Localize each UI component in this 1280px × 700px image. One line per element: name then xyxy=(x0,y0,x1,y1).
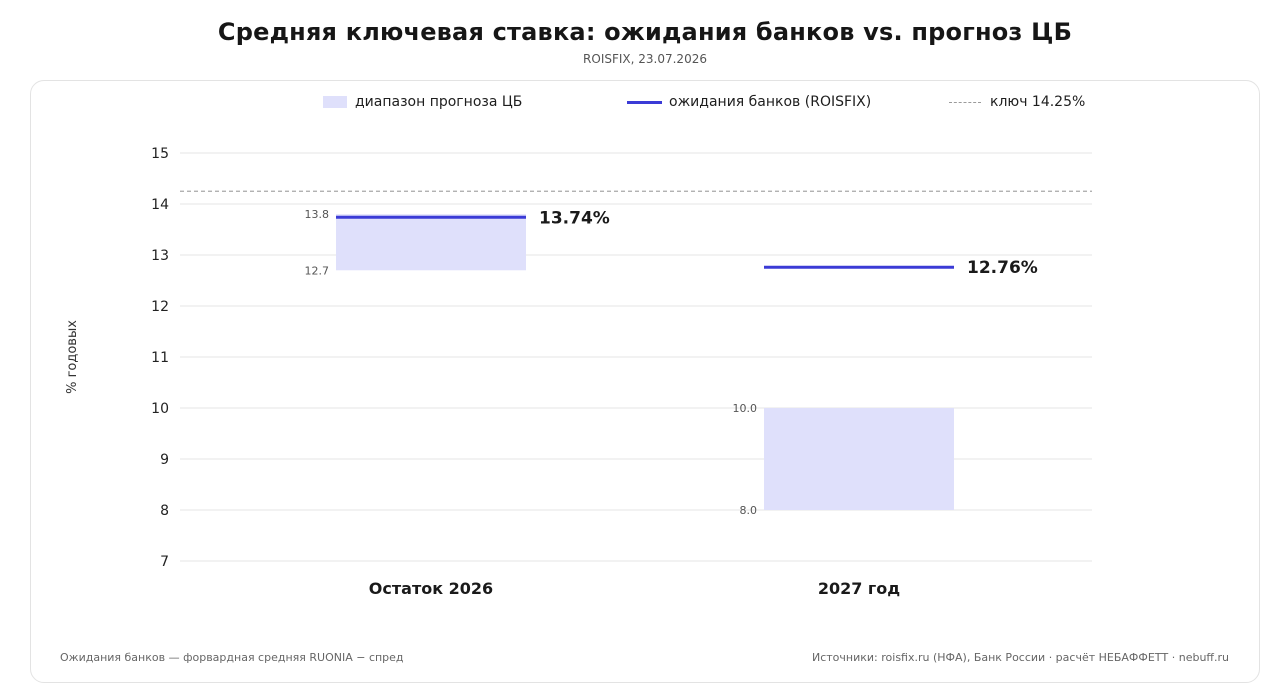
legend-swatch-expectation xyxy=(627,100,662,104)
y-tick-label: 10 xyxy=(151,401,169,417)
legend-item-expectation: ожидания банков (ROISFIX) xyxy=(627,94,871,110)
x-category-label: 2027 год xyxy=(818,579,900,598)
range-high-label: 13.8 xyxy=(305,208,330,221)
y-tick-label: 7 xyxy=(160,554,169,570)
legend-swatch-range xyxy=(323,96,347,108)
y-tick-label: 9 xyxy=(160,452,169,468)
y-tick-label: 13 xyxy=(151,248,169,264)
chart-card xyxy=(30,80,1260,683)
legend-swatch-key xyxy=(949,101,981,103)
y-tick-label: 8 xyxy=(160,503,169,519)
legend-label-expectation: ожидания банков (ROISFIX) xyxy=(669,94,872,110)
y-tick-label: 14 xyxy=(151,197,169,213)
legend-item-key: ключ 14.25% xyxy=(949,94,1085,110)
bank-expectation-value: 12.76% xyxy=(967,258,1038,278)
range-high-label: 10.0 xyxy=(733,402,758,415)
legend-label-key: ключ 14.25% xyxy=(990,94,1086,110)
legend-item-range: диапазон прогноза ЦБ xyxy=(323,94,522,110)
cb-range-bar xyxy=(336,214,526,271)
cb-range-bar xyxy=(764,408,954,510)
range-low-label: 12.7 xyxy=(305,264,330,277)
y-tick-label: 11 xyxy=(151,350,169,366)
bank-expectation-value: 13.74% xyxy=(539,208,610,228)
footer-sources: Источники: roisfix.ru (НФА), Банк России… xyxy=(812,651,1229,664)
legend-label-range: диапазон прогноза ЦБ xyxy=(355,94,523,110)
x-category-label: Остаток 2026 xyxy=(369,579,493,598)
range-low-label: 8.0 xyxy=(740,504,758,517)
footer-note: Ожидания банков — форвардная средняя RUO… xyxy=(60,651,404,664)
chart-subtitle: ROISFIX, 23.07.2026 xyxy=(583,52,707,66)
chart-title: Средняя ключевая ставка: ожидания банков… xyxy=(217,18,1073,46)
y-axis-label: % годовых xyxy=(65,320,80,394)
y-tick-label: 15 xyxy=(151,146,169,162)
y-tick-label: 12 xyxy=(151,299,169,315)
